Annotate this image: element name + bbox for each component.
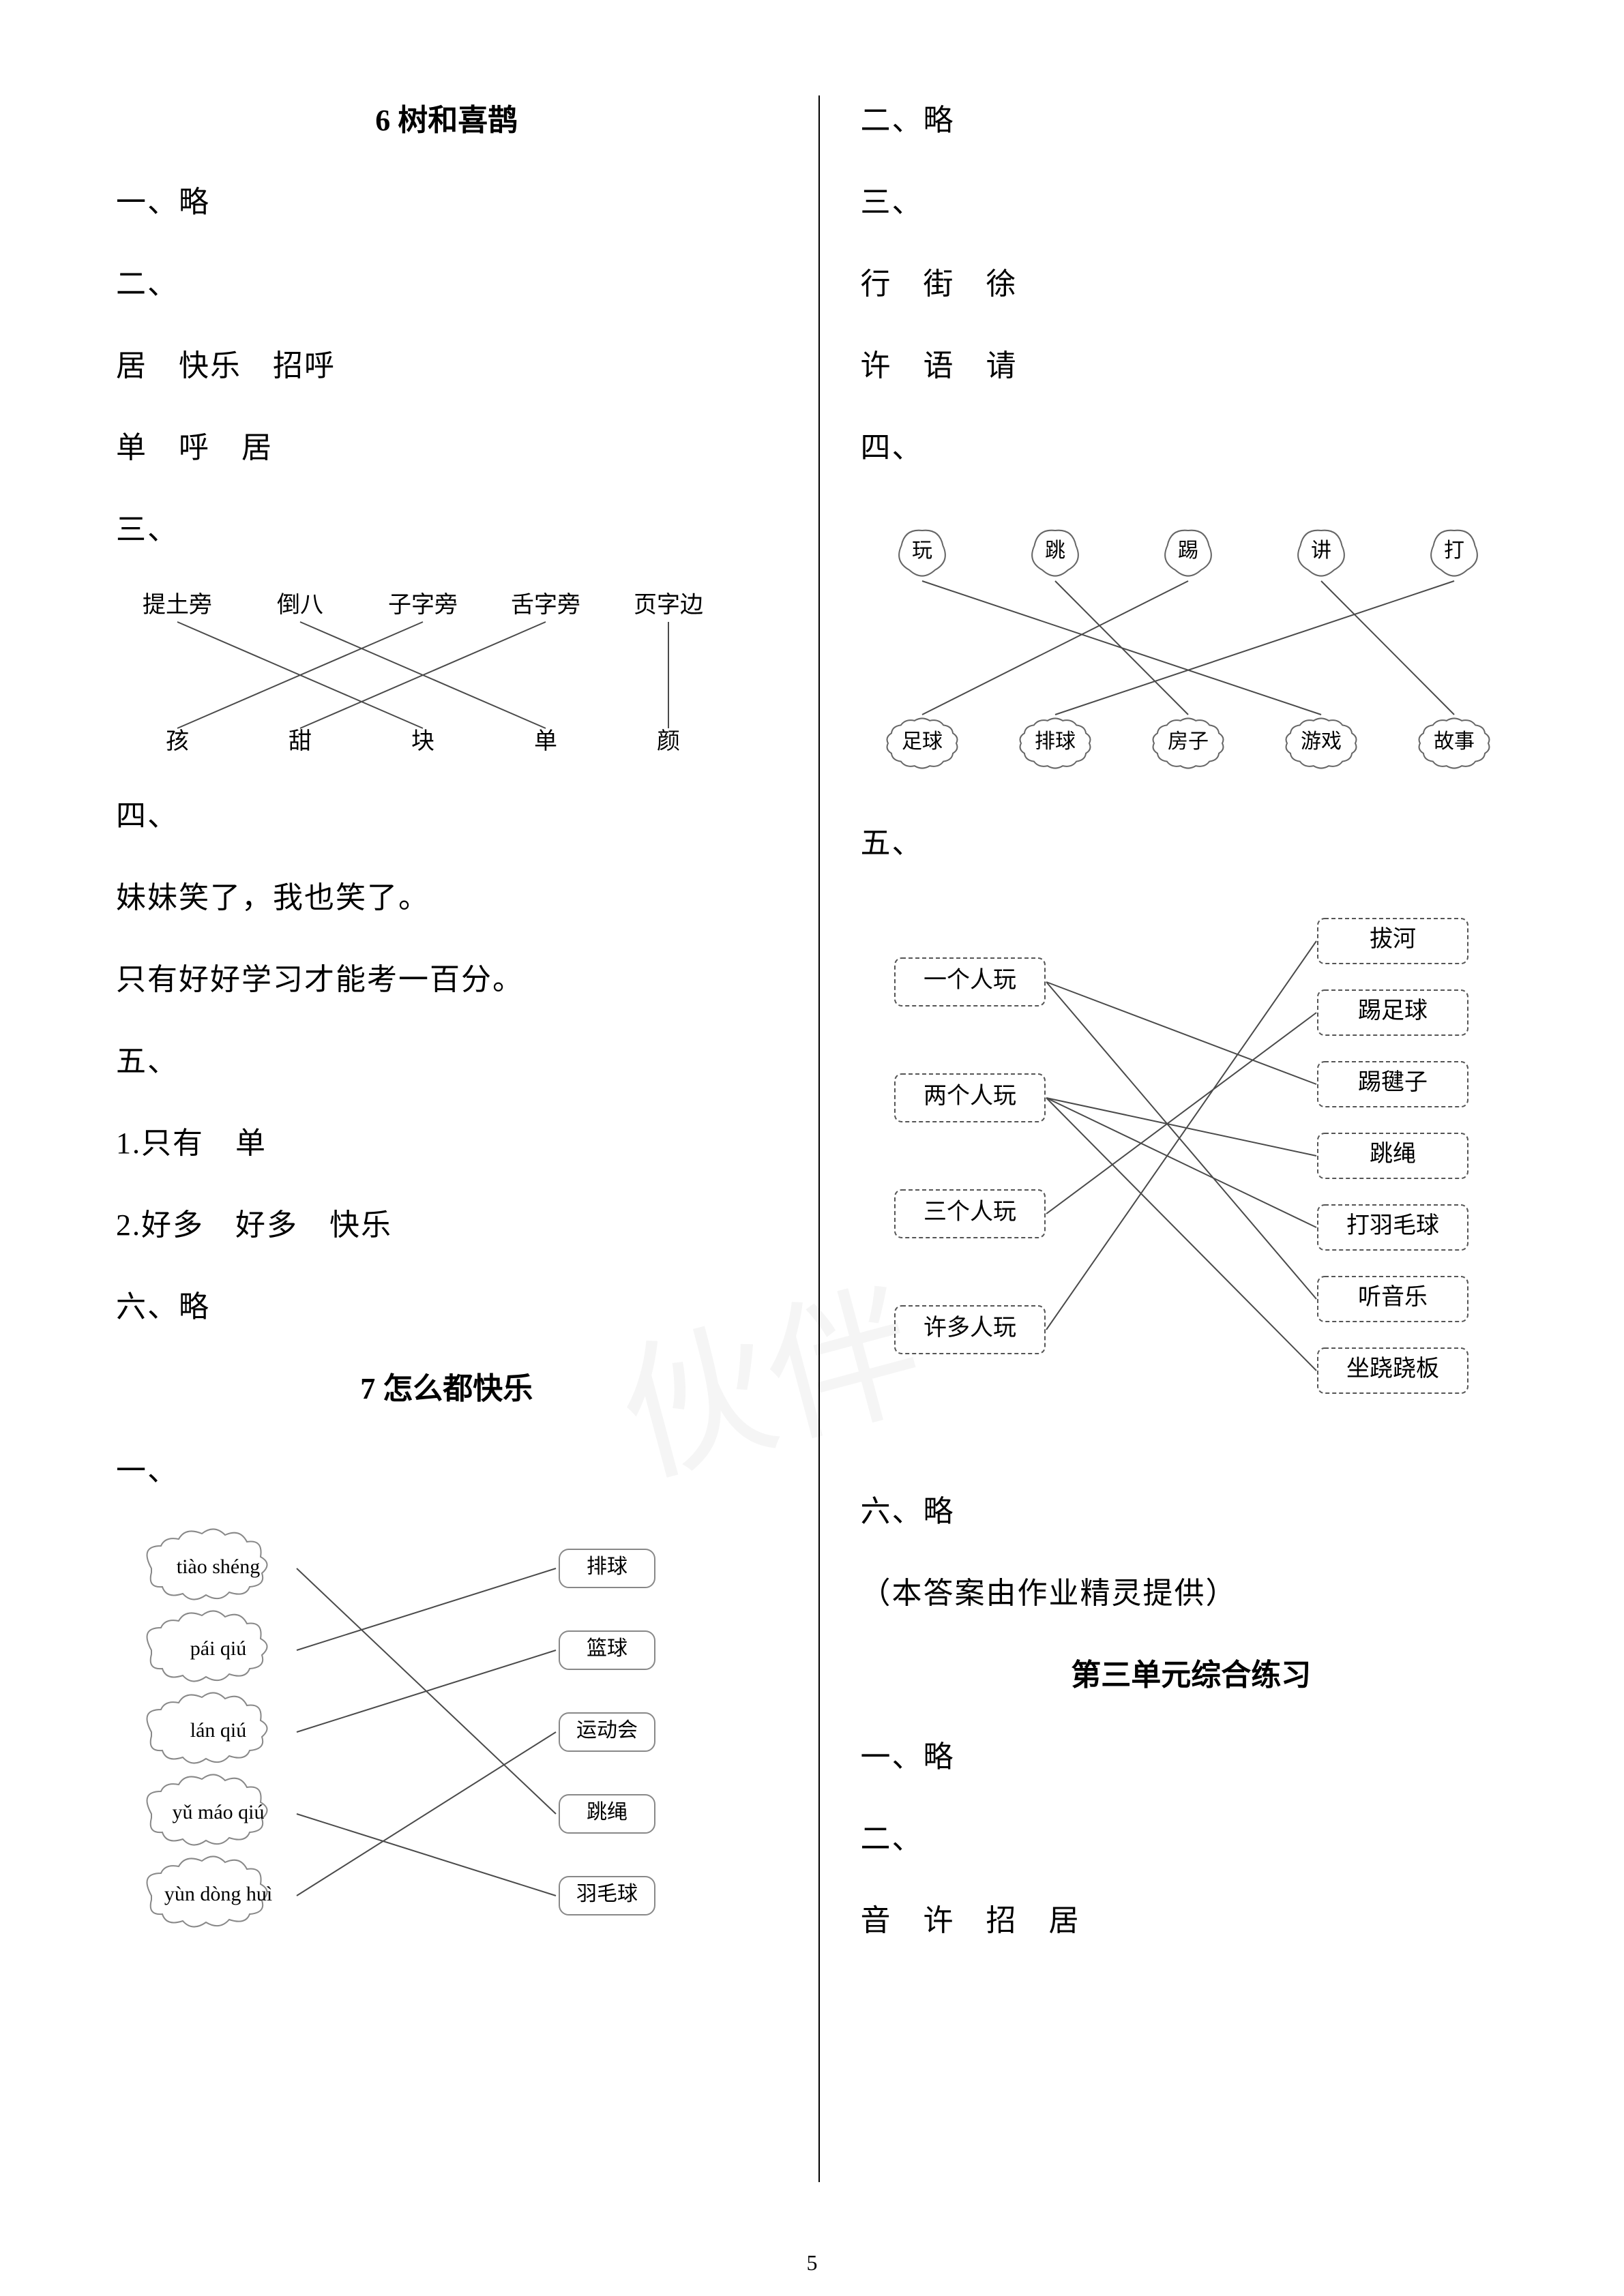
section-7: 一、 xyxy=(116,1446,778,1489)
svg-text:玩: 玩 xyxy=(912,539,932,562)
r-section-3: 三、 xyxy=(861,177,1522,221)
diagram-box-matching: 一个人玩两个人玩三个人玩许多人玩 拔河踢足球踢毽子跳绳打羽毛球听音乐坐跷跷板 xyxy=(861,900,1522,1459)
svg-text:游戏: 游戏 xyxy=(1301,730,1342,753)
svg-text:排球: 排球 xyxy=(587,1555,628,1578)
svg-text:篮球: 篮球 xyxy=(587,1637,628,1660)
r-section-6: 六、略 xyxy=(861,1487,1522,1530)
svg-text:羽毛球: 羽毛球 xyxy=(576,1883,638,1905)
right-column: 二、略 三、 行 街 徐 许 语 请 四、 玩 跳 踢 讲 打足球 排球 房子 游戏 故事 五、… xyxy=(820,95,1522,2241)
svg-text:孩: 孩 xyxy=(166,728,189,754)
svg-text:子字旁: 子字旁 xyxy=(388,592,458,618)
credit-line: （本答案由作业精灵提供） xyxy=(861,1568,1522,1612)
r-section-3-line-b: 许 语 请 xyxy=(861,341,1522,385)
svg-text:tiào shéng: tiào shéng xyxy=(177,1555,260,1578)
svg-text:yǔ máo qiú: yǔ máo qiú xyxy=(173,1801,265,1823)
svg-text:两个人玩: 两个人玩 xyxy=(924,1084,1016,1109)
section-6: 六、略 xyxy=(116,1282,778,1326)
svg-text:跳绳: 跳绳 xyxy=(1370,1141,1416,1167)
svg-text:排球: 排球 xyxy=(1035,730,1076,753)
svg-text:单: 单 xyxy=(534,729,557,754)
section-4-line-b: 只有好好学习才能考一百分。 xyxy=(116,955,778,998)
svg-text:运动会: 运动会 xyxy=(576,1719,638,1742)
svg-text:踢足球: 踢足球 xyxy=(1358,998,1428,1024)
section-2: 二、 xyxy=(116,259,778,303)
svg-text:听音乐: 听音乐 xyxy=(1358,1284,1428,1310)
r-section-1b: 一、略 xyxy=(861,1732,1522,1776)
svg-text:颜: 颜 xyxy=(657,728,680,754)
svg-text:踢: 踢 xyxy=(1178,539,1198,562)
svg-text:拔河: 拔河 xyxy=(1370,926,1416,952)
svg-text:块: 块 xyxy=(411,729,434,754)
unit-3-heading: 第三单元综合练习 xyxy=(861,1650,1522,1694)
section-1: 一、略 xyxy=(116,177,778,221)
r-section-2b: 二、 xyxy=(861,1814,1522,1858)
svg-text:lán qiú: lán qiú xyxy=(190,1719,247,1742)
svg-text:pái qiú: pái qiú xyxy=(190,1637,247,1660)
svg-text:跳绳: 跳绳 xyxy=(587,1801,628,1823)
svg-text:倒八: 倒八 xyxy=(277,593,323,618)
svg-text:一个人玩: 一个人玩 xyxy=(924,968,1016,993)
svg-text:页字边: 页字边 xyxy=(634,592,703,618)
svg-text:坐跷跷板: 坐跷跷板 xyxy=(1346,1356,1439,1382)
svg-text:踢毽子: 踢毽子 xyxy=(1358,1070,1428,1095)
section-2-line-b: 单 呼 居 xyxy=(116,423,778,466)
page: 伙伴 6 树和喜鹊 一、略 二、 居 快乐 招呼 单 呼 居 三、 提土旁倒八子… xyxy=(0,0,1624,2296)
section-5: 五、 xyxy=(116,1037,778,1080)
r-section-4: 四、 xyxy=(861,423,1522,466)
svg-text:故事: 故事 xyxy=(1434,730,1475,753)
svg-text:打羽毛球: 打羽毛球 xyxy=(1346,1212,1439,1238)
svg-text:三个人玩: 三个人玩 xyxy=(924,1199,1016,1225)
left-column: 6 树和喜鹊 一、略 二、 居 快乐 招呼 单 呼 居 三、 提土旁 倒八 子字旁 舌… xyxy=(116,95,818,2241)
r-section-5: 五、 xyxy=(861,818,1522,862)
svg-text:舌字旁: 舌字旁 xyxy=(511,592,580,618)
section-4-line-a: 妹妹笑了，我也笑了。 xyxy=(116,873,778,916)
r-section-2: 二、略 xyxy=(861,95,1522,139)
svg-text:提土旁: 提土旁 xyxy=(143,592,212,618)
svg-text:足球: 足球 xyxy=(902,730,943,753)
svg-text:讲: 讲 xyxy=(1311,539,1331,562)
diagram-flower-matching: 玩 跳 踢 讲 打足球 排球 房子 游戏 故事 xyxy=(861,505,1522,791)
svg-text:打: 打 xyxy=(1444,539,1464,562)
svg-text:许多人玩: 许多人玩 xyxy=(924,1315,1016,1341)
svg-text:甜: 甜 xyxy=(289,729,312,754)
svg-text:yùn dòng huì: yùn dòng huì xyxy=(164,1883,272,1905)
section-3: 三、 xyxy=(116,505,778,548)
page-number: 5 xyxy=(807,2250,818,2276)
lesson-7-heading: 7 怎么都快乐 xyxy=(116,1364,778,1407)
r-section-2b-line: 音 许 招 居 xyxy=(861,1896,1522,1939)
section-4: 四、 xyxy=(116,791,778,835)
diagram-radicals-matching: 提土旁 倒八 子字旁 舌字旁 页字边孩 甜 块 单 颜 xyxy=(116,586,778,764)
diagram-pinyin-matching: tiào shéng pái qiú lán qiú yǔ máo qiú yùn dò… xyxy=(116,1527,778,1950)
lesson-6-heading: 6 树和喜鹊 xyxy=(116,95,778,139)
svg-text:房子: 房子 xyxy=(1168,730,1209,753)
section-2-line-a: 居 快乐 招呼 xyxy=(116,341,778,385)
section-5-line-a: 1.只有 单 xyxy=(116,1118,778,1162)
r-section-3-line-a: 行 街 徐 xyxy=(861,259,1522,303)
svg-text:跳: 跳 xyxy=(1045,539,1065,562)
section-5-line-b: 2.好多 好多 快乐 xyxy=(116,1200,778,1244)
